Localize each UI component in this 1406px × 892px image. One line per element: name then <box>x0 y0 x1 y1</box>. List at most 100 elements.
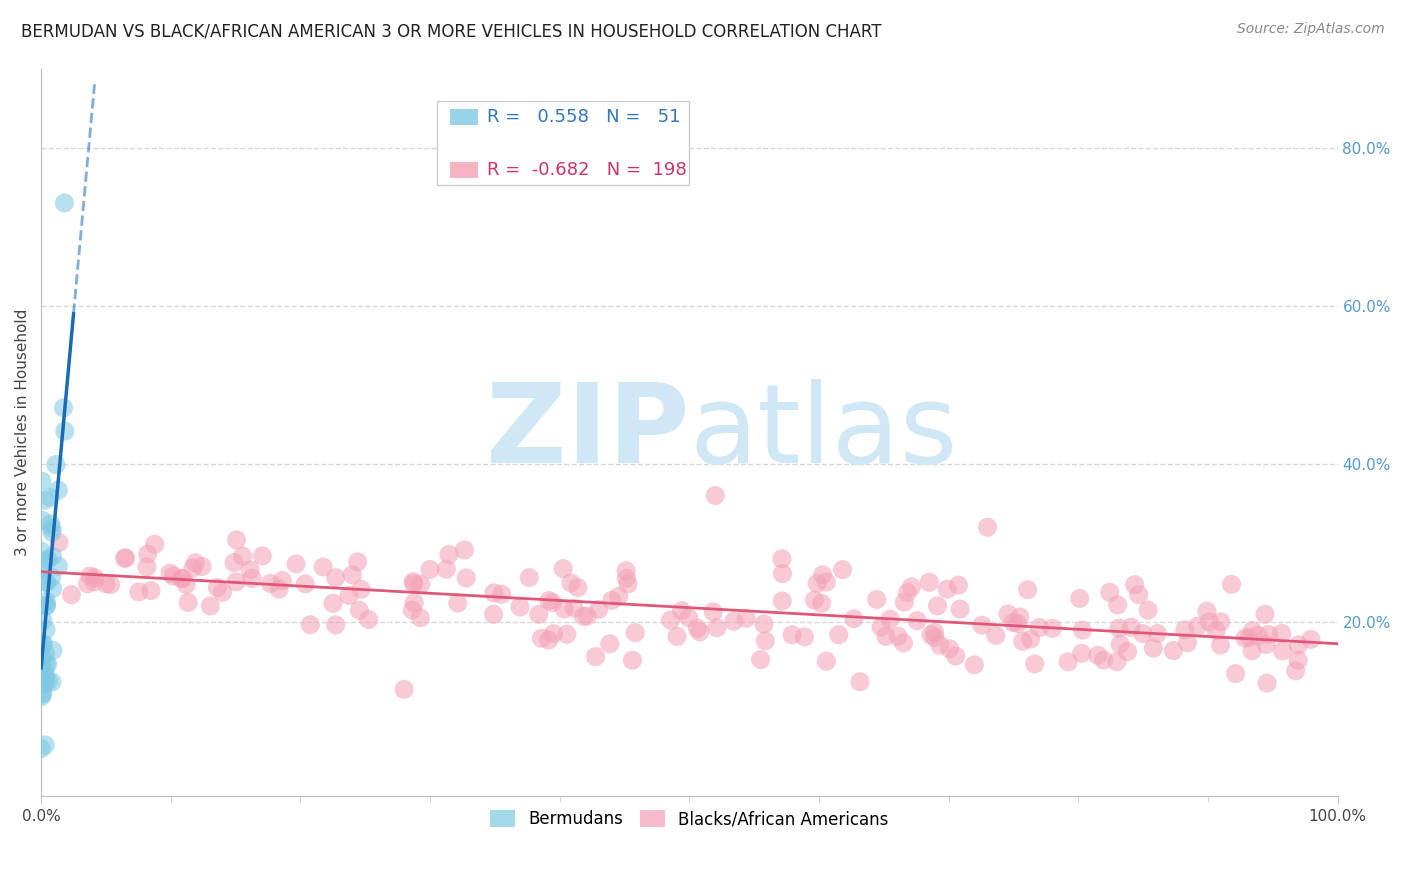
Point <box>963 657 986 672</box>
Point <box>686 621 709 635</box>
Point <box>1011 634 1033 648</box>
Point <box>37 674 59 689</box>
Point <box>900 580 922 594</box>
Point <box>887 629 910 643</box>
Point <box>1163 643 1185 657</box>
Point <box>271 574 294 588</box>
Point <box>34 673 56 688</box>
Point <box>191 559 214 574</box>
Point <box>936 582 959 597</box>
Point <box>31 474 53 488</box>
Point <box>184 556 207 570</box>
Point <box>1070 646 1092 660</box>
Point <box>509 600 531 615</box>
Point <box>267 582 290 596</box>
Point <box>1116 644 1139 658</box>
Point <box>530 632 553 646</box>
Point <box>806 576 828 591</box>
Point <box>1137 603 1160 617</box>
Point <box>76 577 98 591</box>
Point <box>37 657 59 672</box>
Point <box>337 589 360 603</box>
Point <box>811 568 834 582</box>
Point <box>842 612 865 626</box>
Point <box>1234 631 1257 645</box>
Point <box>30 741 52 756</box>
Point <box>285 557 308 571</box>
Point <box>702 605 724 619</box>
Point <box>896 585 918 599</box>
Point <box>41 549 63 564</box>
FancyBboxPatch shape <box>436 102 689 185</box>
Point <box>392 682 415 697</box>
Point <box>1254 607 1277 622</box>
Point <box>600 593 623 607</box>
Point <box>553 602 575 616</box>
Point <box>222 556 245 570</box>
Point <box>1109 637 1132 651</box>
Point <box>1087 648 1109 663</box>
Point <box>35 599 58 614</box>
Point <box>875 629 897 643</box>
Point <box>1271 626 1294 640</box>
Text: Source: ZipAtlas.com: Source: ZipAtlas.com <box>1237 22 1385 37</box>
Point <box>83 574 105 589</box>
Point <box>678 610 700 624</box>
Point <box>294 577 316 591</box>
Point <box>659 613 682 627</box>
Point <box>1132 626 1154 640</box>
Point <box>174 577 197 591</box>
Point <box>905 614 928 628</box>
Point <box>772 566 794 581</box>
Point <box>325 618 347 632</box>
Point <box>225 574 247 589</box>
Point <box>1177 636 1199 650</box>
Point <box>402 574 425 589</box>
Point <box>35 623 58 637</box>
Point <box>870 620 893 634</box>
Point <box>32 637 55 651</box>
Point <box>35 598 58 612</box>
Point <box>207 581 229 595</box>
Point <box>970 618 993 632</box>
Point <box>32 637 55 651</box>
Point <box>35 575 58 590</box>
Point <box>560 575 582 590</box>
Point <box>831 563 853 577</box>
Point <box>419 562 441 576</box>
Point <box>35 574 58 589</box>
Point <box>31 660 53 674</box>
Point <box>893 636 915 650</box>
Text: ZIP: ZIP <box>486 379 689 486</box>
Point <box>924 631 946 645</box>
Point <box>312 560 335 574</box>
Point <box>1017 582 1039 597</box>
Point <box>815 654 838 668</box>
Point <box>1092 653 1115 667</box>
Point <box>1256 676 1278 690</box>
Point <box>162 569 184 583</box>
Point <box>1257 627 1279 641</box>
Point <box>114 550 136 565</box>
Point <box>537 593 560 607</box>
Point <box>918 575 941 590</box>
Point <box>240 571 263 585</box>
Point <box>555 627 578 641</box>
Point <box>543 626 565 640</box>
Point <box>1098 585 1121 599</box>
Point <box>948 578 970 592</box>
Point <box>849 674 872 689</box>
Point <box>828 628 851 642</box>
Point <box>616 571 638 585</box>
Text: atlas: atlas <box>689 379 957 486</box>
Point <box>83 571 105 585</box>
Point <box>456 571 478 585</box>
Point <box>1123 578 1146 592</box>
Point <box>35 594 58 608</box>
Point <box>211 585 233 599</box>
Point <box>803 593 825 607</box>
Point <box>924 625 946 640</box>
Point <box>491 587 513 601</box>
Point <box>225 533 247 547</box>
Point <box>453 543 475 558</box>
